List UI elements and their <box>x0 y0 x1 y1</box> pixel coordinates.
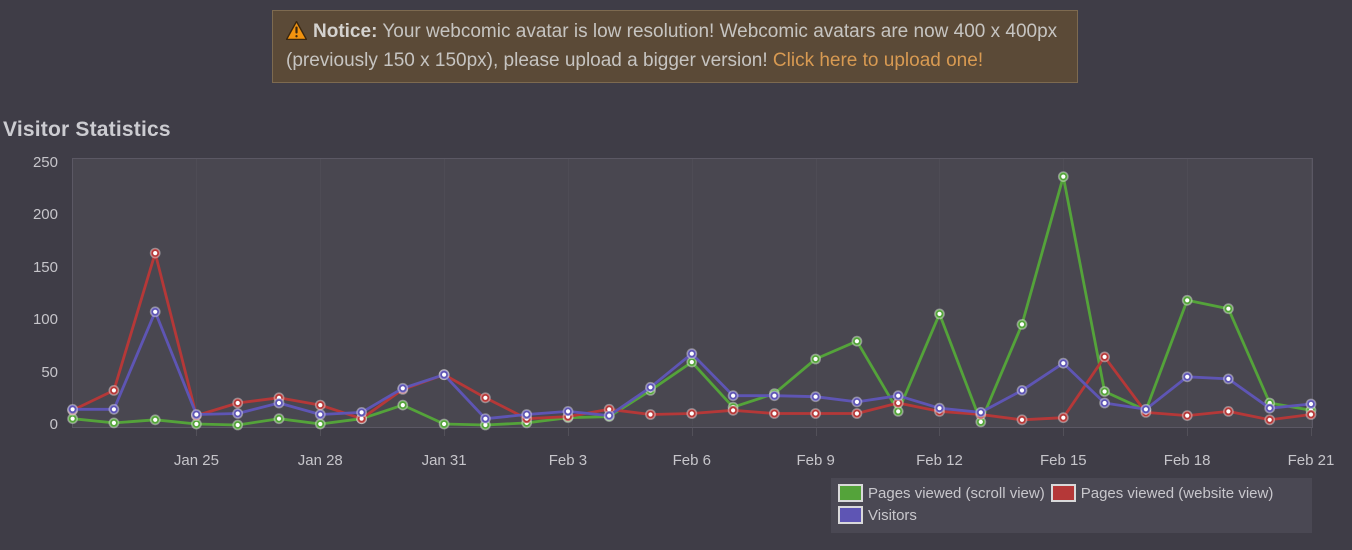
page-title: Visitor Statistics <box>3 118 171 141</box>
x-axis-label: Feb 21 <box>1287 452 1335 469</box>
legend-swatch-blue <box>838 506 863 524</box>
legend-row-2: Visitors <box>838 506 1305 524</box>
notice-label: Notice: <box>313 21 378 42</box>
x-axis-label: Jan 31 <box>421 452 467 469</box>
x-axis-label: Feb 6 <box>672 452 711 469</box>
gridline <box>1311 159 1312 426</box>
x-axis-tick <box>1187 428 1189 436</box>
legend-item-visitors: Visitors <box>838 506 917 524</box>
gridline <box>196 159 197 426</box>
x-axis-tick <box>1311 428 1312 436</box>
gridline <box>816 159 817 426</box>
x-axis-label: Feb 9 <box>796 452 835 469</box>
x-axis-tick <box>1063 428 1065 436</box>
x-axis-label: Jan 25 <box>173 452 219 469</box>
legend-swatch-green <box>838 484 863 502</box>
upload-avatar-link[interactable]: Click here to upload one! <box>772 50 984 71</box>
y-axis-label: 100 <box>32 311 58 329</box>
x-axis-tick <box>939 428 941 436</box>
y-axis-label: 150 <box>32 258 58 276</box>
gridline <box>692 159 693 426</box>
x-axis-tick <box>320 428 322 436</box>
x-axis-tick <box>691 428 693 436</box>
x-axis-tick <box>444 428 446 436</box>
y-axis-label: 50 <box>41 363 58 381</box>
legend-label-visitors: Visitors <box>868 506 917 524</box>
x-axis-label: Feb 3 <box>548 452 588 469</box>
x-axis-label: Feb 15 <box>1039 452 1087 469</box>
y-axis-label: 200 <box>32 206 58 224</box>
legend-swatch-red <box>1050 484 1076 502</box>
legend-item-pages-website-view: Pages viewed (website view) <box>1050 484 1274 502</box>
x-axis-label: Feb 12 <box>916 452 963 469</box>
chart-legend: Pages viewed (scroll view) Pages viewed … <box>831 478 1312 533</box>
legend-label-pages-scroll-view: Pages viewed (scroll view) <box>868 484 1045 502</box>
notice-banner: Notice: Your webcomic avatar is low reso… <box>272 10 1078 83</box>
notice-text: Your webcomic avatar is low resolution! … <box>286 21 1058 71</box>
gridline <box>939 159 940 426</box>
x-axis-tick <box>567 428 569 436</box>
gridline <box>568 159 569 426</box>
gridline <box>444 159 445 426</box>
y-axis-label: 0 <box>49 416 58 433</box>
x-axis-tick <box>196 428 198 436</box>
legend-item-pages-scroll-view: Pages viewed (scroll view) <box>838 484 1045 502</box>
gridline <box>1187 159 1188 426</box>
gridline <box>320 159 321 426</box>
gridline <box>1063 159 1064 426</box>
legend-row-1: Pages viewed (scroll view) Pages viewed … <box>838 484 1305 502</box>
y-axis-label: 250 <box>32 154 58 171</box>
x-axis-label: Jan 28 <box>297 452 343 469</box>
legend-label-pages-website-view: Pages viewed (website view) <box>1080 484 1274 502</box>
warning-icon <box>285 20 308 48</box>
x-axis-label: Feb 18 <box>1163 452 1211 469</box>
x-axis-tick <box>815 428 817 436</box>
